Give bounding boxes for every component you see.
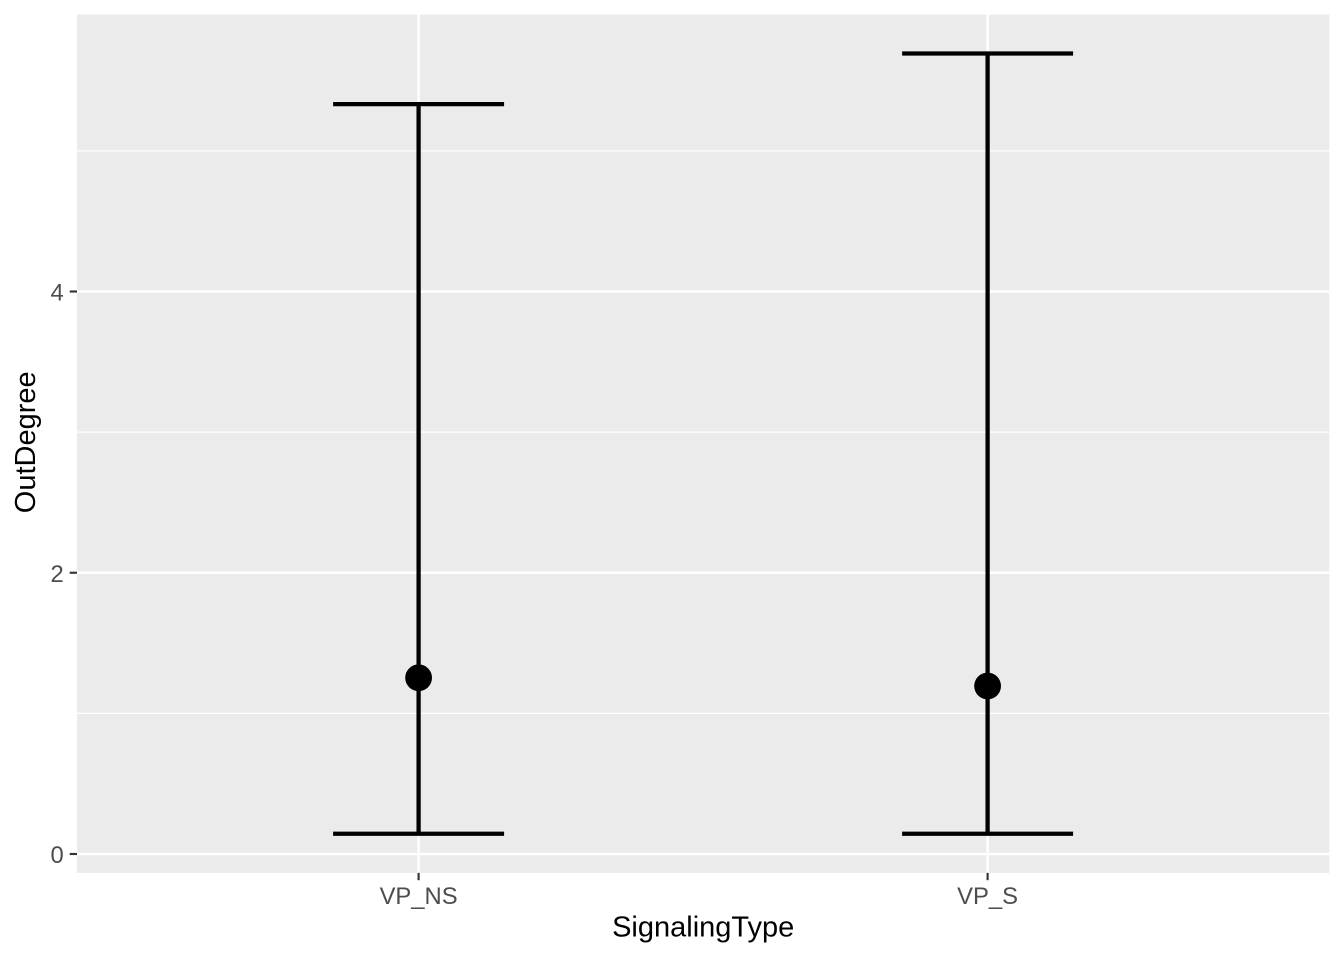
svg-text:2: 2 bbox=[51, 561, 64, 588]
svg-text:OutDegree: OutDegree bbox=[10, 371, 42, 513]
svg-text:0: 0 bbox=[51, 842, 64, 869]
svg-text:4: 4 bbox=[51, 280, 64, 307]
svg-text:VP_S: VP_S bbox=[957, 883, 1018, 910]
svg-text:VP_NS: VP_NS bbox=[380, 883, 458, 910]
svg-text:SignalingType: SignalingType bbox=[612, 911, 794, 943]
